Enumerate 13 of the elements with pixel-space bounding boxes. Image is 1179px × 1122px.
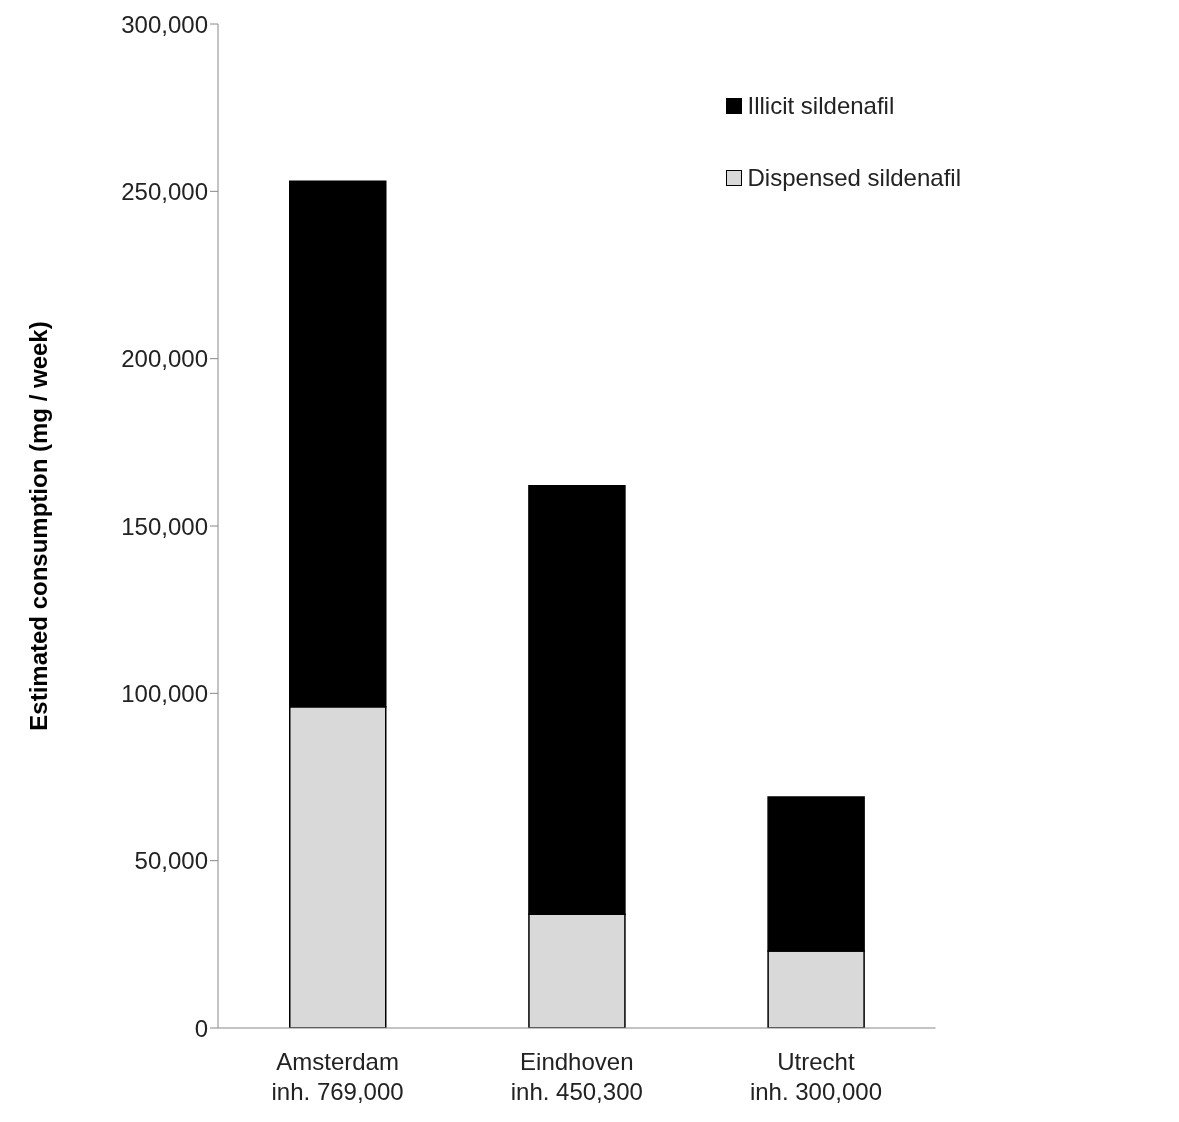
legend-label: Illicit sildenafil xyxy=(747,92,895,120)
y-tick-label: 150,000 xyxy=(121,512,208,540)
y-axis-title: Estimated consumption (mg / week) xyxy=(24,321,52,731)
legend-label: Dispensed sildenafil xyxy=(747,164,961,192)
x-tick-label: Utrecht inh. 300,000 xyxy=(749,1048,883,1105)
y-tick-label: 300,000 xyxy=(121,10,208,38)
y-tick-label: 50,000 xyxy=(134,847,208,875)
y-tick-label: 100,000 xyxy=(121,679,208,707)
x-tick-label: Amsterdam inh. 769,000 xyxy=(271,1048,404,1105)
y-tick-label: 250,000 xyxy=(121,177,208,205)
y-tick-label: 200,000 xyxy=(121,345,208,373)
x-tick-label: Eindhoven inh. 450,300 xyxy=(510,1048,643,1105)
y-tick-label: 0 xyxy=(194,1014,208,1042)
